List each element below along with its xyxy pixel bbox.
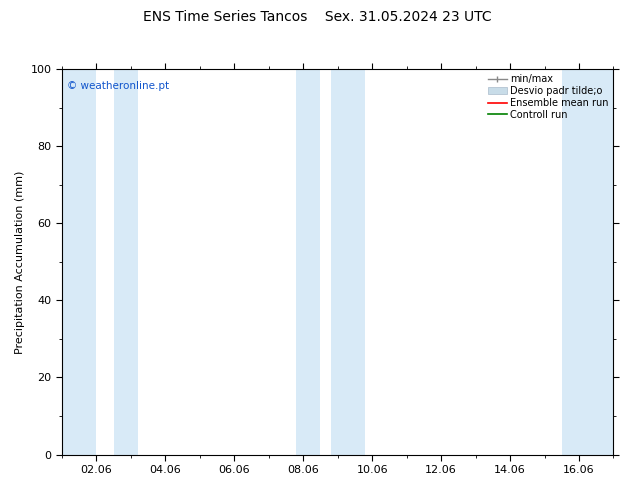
Legend: min/max, Desvio padr tilde;o, Ensemble mean run, Controll run: min/max, Desvio padr tilde;o, Ensemble m…: [488, 74, 609, 120]
Text: © weatheronline.pt: © weatheronline.pt: [67, 81, 170, 91]
Bar: [113, 69, 138, 455]
Text: ENS Time Series Tancos    Sex. 31.05.2024 23 UTC: ENS Time Series Tancos Sex. 31.05.2024 2…: [143, 10, 491, 24]
Bar: [296, 69, 320, 455]
Bar: [331, 69, 365, 455]
Bar: [562, 69, 614, 455]
Bar: [62, 69, 96, 455]
Y-axis label: Precipitation Accumulation (mm): Precipitation Accumulation (mm): [15, 170, 25, 354]
